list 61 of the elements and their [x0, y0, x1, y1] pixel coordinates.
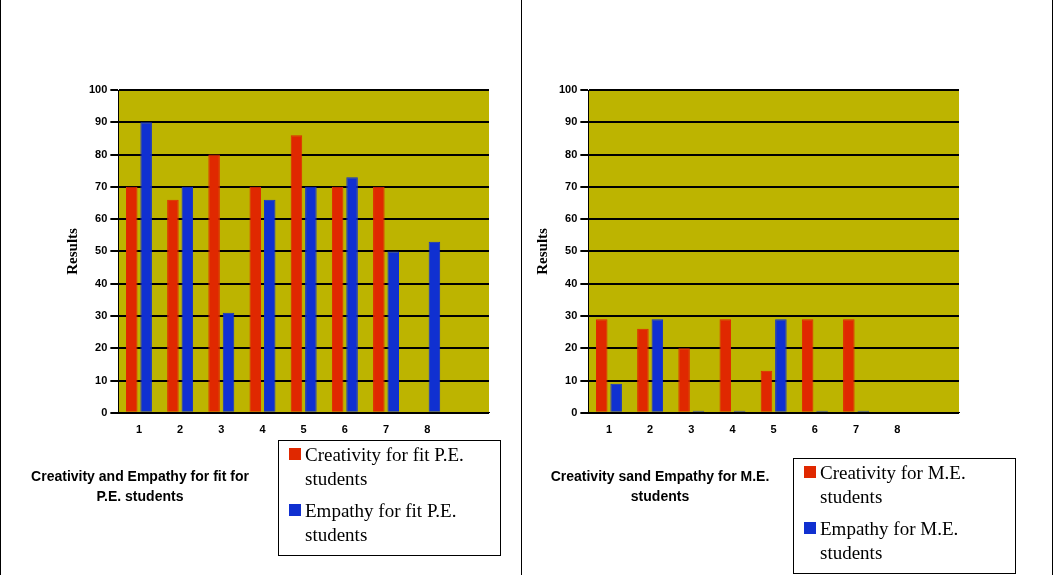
x-tick-label: 3: [688, 423, 695, 436]
x-tick-label: 4: [259, 423, 267, 436]
y-tick-label: 50: [95, 244, 108, 257]
bar: [373, 186, 385, 412]
y-tick-label: 0: [571, 405, 578, 418]
x-tick-label: 5: [300, 423, 307, 436]
x-tick-label: 5: [770, 423, 777, 436]
y-axis-title: Results: [533, 227, 550, 275]
bar: [263, 199, 276, 412]
y-tick-label: 40: [565, 276, 578, 289]
bar: [249, 186, 262, 412]
y-tick-label: 30: [95, 308, 108, 321]
y-tick-label: 80: [565, 147, 578, 160]
y-axis-title: Results: [63, 227, 80, 275]
text: Creativity sand Empathy for M.E. students: [549, 467, 771, 506]
x-tick-label: 6: [811, 423, 818, 436]
y-tick-label: 40: [95, 276, 108, 289]
bar: [387, 251, 400, 412]
bar: [140, 122, 152, 412]
y-tick-label: 90: [95, 115, 108, 128]
bar: [331, 186, 344, 412]
legend-label: Creativity for fit P.E. students: [304, 443, 465, 491]
x-tick-label: 4: [729, 423, 737, 436]
y-tick-label: 90: [565, 115, 578, 128]
bar: [290, 135, 303, 412]
y-tick-label: 10: [565, 373, 578, 386]
x-tick-label: 6: [341, 423, 348, 436]
legend-label: Empathy for fit P.E. students: [304, 499, 458, 547]
y-tick-label: 100: [558, 83, 578, 96]
y-tick-label: 0: [101, 405, 108, 418]
legend-label: Creativity for M.E. students: [819, 461, 967, 509]
x-tick-label: 8: [424, 423, 431, 436]
text: Creativity and Empathy for fit for P.E. students: [30, 467, 250, 506]
bar: [125, 186, 138, 412]
y-tick-label: 80: [95, 147, 108, 160]
y-tick-label: 60: [565, 212, 578, 225]
bar: [181, 186, 194, 412]
x-tick-label: 3: [218, 423, 225, 436]
x-tick-label: 2: [177, 423, 184, 436]
y-tick-label: 20: [95, 341, 108, 354]
bar: [208, 154, 220, 412]
bar: [167, 199, 179, 412]
x-tick-label: 7: [382, 423, 390, 436]
x-tick-label: 7: [852, 423, 860, 436]
x-tick-label: 1: [605, 423, 613, 436]
x-tick-label: 1: [135, 423, 143, 436]
y-tick-label: 70: [95, 179, 108, 192]
legend-label: Empathy for M.E. students: [819, 517, 960, 565]
y-tick-label: 30: [565, 308, 578, 321]
x-tick-label: 8: [894, 423, 901, 436]
y-tick-label: 60: [95, 212, 108, 225]
y-tick-label: 100: [88, 83, 108, 96]
bar: [346, 177, 358, 412]
bar: [428, 241, 441, 412]
y-tick-label: 20: [565, 341, 578, 354]
y-tick-label: 50: [565, 244, 578, 257]
bar: [222, 312, 235, 412]
x-tick-label: 2: [647, 423, 654, 436]
y-tick-label: 10: [95, 373, 108, 386]
bar: [305, 186, 317, 412]
y-tick-label: 70: [565, 179, 578, 192]
